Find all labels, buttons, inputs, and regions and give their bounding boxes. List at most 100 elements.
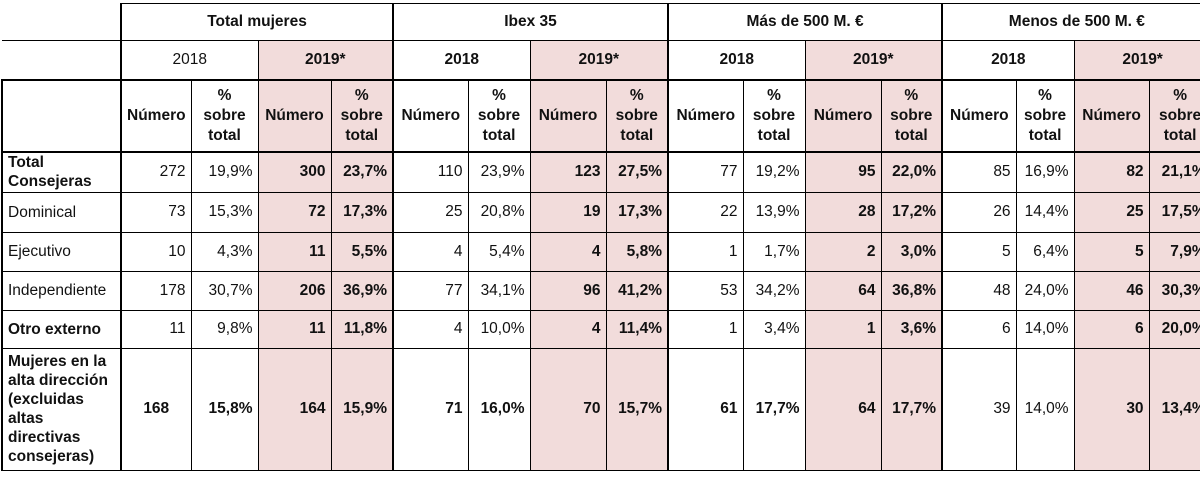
column-header-numero: Número: [120, 79, 192, 153]
cell-percent: 20,0%: [1148, 309, 1200, 349]
column-header-percent-line: sobre: [752, 107, 796, 124]
column-header-percent-line: total: [482, 127, 516, 144]
column-header-numero: Número: [392, 79, 469, 153]
cell-percent: 30,7%: [190, 270, 259, 311]
column-header-numero: Número: [1073, 79, 1150, 153]
column-header-percent: % sobre total: [1015, 79, 1075, 153]
cell-percent: 5,5%: [330, 231, 394, 272]
cell-percent: 14,0%: [1015, 309, 1075, 349]
row-label-line: Mujeres en la: [8, 353, 107, 370]
cell-percent: 36,8%: [880, 270, 943, 311]
table-row: Dominical 73 15,3% 72 17,3% 25 20,8% 19 17,3% 22 1…: [1, 191, 1200, 233]
cell-percent: 17,3%: [605, 191, 669, 233]
cell-number: 272: [120, 151, 192, 193]
cell-percent: 27,5%: [605, 151, 669, 193]
row-label: Otro externo: [1, 309, 122, 349]
table-row: Ejecutivo 10 4,3% 11 5,5% 4 5,4% 4 5,8% 1 1,7% 2 3,0…: [1, 231, 1200, 272]
row-label: Mujeres en la alta dirección (excluidas alt…: [1, 347, 122, 471]
cell-number: 46: [1073, 270, 1150, 311]
column-header-percent: % sobre total: [1148, 79, 1200, 153]
row-label: Independiente: [1, 270, 122, 311]
column-header-percent-line: %: [904, 87, 919, 104]
cell-percent: 23,9%: [467, 151, 531, 193]
column-header-percent-line: sobre: [203, 107, 246, 124]
table-row: Total Consejeras 272 19,9% 300 23,7% 110 23,9% 1…: [1, 151, 1200, 193]
column-header-percent: % sobre total: [605, 79, 669, 153]
cell-percent: 14,0%: [1015, 347, 1075, 471]
year-header: 2019*: [804, 40, 943, 81]
cell-percent: 36,9%: [330, 270, 394, 311]
cell-number: 11: [257, 309, 332, 349]
group-header: Ibex 35: [392, 3, 669, 41]
column-header-percent-line: total: [894, 127, 928, 144]
row-label-line: Total: [8, 154, 44, 172]
cell-number: 77: [667, 151, 744, 193]
cell-percent: 34,2%: [742, 270, 806, 311]
table-row: Mujeres en la alta dirección (excluidas alt…: [1, 347, 1200, 471]
cell-percent: 1,7%: [742, 231, 806, 272]
cell-number: 64: [804, 270, 882, 311]
row-label-line: Otro externo: [8, 320, 102, 338]
cell-number: 64: [804, 347, 882, 471]
cell-percent: 3,6%: [880, 309, 943, 349]
cell-percent: 15,8%: [190, 347, 259, 471]
row-label-line: altas: [8, 410, 44, 427]
column-header-numero: Número: [804, 79, 882, 153]
table-row: Independiente 178 30,7% 206 36,9% 77 34,1% 96 41…: [1, 270, 1200, 311]
cell-number: 123: [529, 151, 607, 193]
year-header: 2018: [667, 40, 806, 81]
column-header-numero: Número: [257, 79, 332, 153]
cell-percent: 9,8%: [190, 309, 259, 349]
row-label-line: directivas: [8, 429, 81, 446]
column-header-percent-line: %: [767, 87, 781, 104]
column-header-row: Número% sobre total Número% sobre total Número…: [1, 79, 1200, 153]
cell-number: 25: [1073, 191, 1150, 233]
cell-number: 19: [529, 191, 607, 233]
column-header-percent-line: %: [354, 87, 369, 104]
cell-number: 72: [257, 191, 332, 233]
cell-number: 11: [257, 231, 332, 272]
cell-number: 300: [257, 151, 332, 193]
corner-cell: [2, 40, 122, 81]
cell-number: 61: [667, 347, 744, 471]
column-header-percent-line: total: [345, 127, 379, 144]
column-header-percent-line: sobre: [890, 107, 933, 124]
group-header: Total mujeres: [119, 3, 394, 41]
cell-number: 4: [529, 231, 607, 272]
cell-percent: 17,7%: [880, 347, 943, 471]
cell-percent: 16,0%: [467, 347, 531, 471]
column-header-percent-line: sobre: [1158, 107, 1200, 124]
column-header-percent-line: %: [217, 87, 232, 104]
cell-number: 71: [392, 347, 469, 471]
column-header-percent-line: sobre: [477, 107, 521, 124]
cell-percent: 11,8%: [330, 309, 394, 349]
cell-number: 70: [529, 347, 607, 471]
cell-number: 10: [120, 231, 192, 272]
cell-number: 1: [667, 231, 744, 272]
cell-number: 178: [120, 270, 192, 311]
cell-percent: 7,9%: [1148, 231, 1200, 272]
cell-percent: 17,3%: [330, 191, 394, 233]
cell-number: 30: [1073, 347, 1150, 471]
cell-number: 85: [941, 151, 1017, 193]
cell-percent: 17,7%: [742, 347, 806, 471]
cell-percent: 19,9%: [190, 151, 259, 193]
cell-number: 26: [941, 191, 1017, 233]
cell-percent: 15,3%: [190, 191, 259, 233]
row-label-line: consejeras): [8, 448, 95, 465]
cell-percent: 21,1%: [1148, 151, 1200, 193]
cell-percent: 5,4%: [467, 231, 531, 272]
column-header-percent-line: %: [1173, 87, 1187, 104]
cell-number: 6: [1073, 309, 1150, 349]
table-row: Otro externo 11 9,8% 11 11,8% 4 10,0% 4 11,4% 1 3,…: [1, 309, 1200, 349]
cell-percent: 15,9%: [330, 347, 394, 471]
group-header-row: Total mujeres Ibex 35 Más de 500 M. € Me…: [2, 3, 1200, 41]
row-label: Dominical: [1, 191, 122, 233]
cell-number: 39: [941, 347, 1017, 471]
cell-percent: 16,9%: [1015, 151, 1075, 193]
cell-number: 11: [120, 309, 192, 349]
cell-percent: 5,8%: [605, 231, 669, 272]
women-board-table: Total mujeres Ibex 35 Más de 500 M. € Me…: [1, 3, 1200, 471]
cell-percent: 11,4%: [605, 309, 669, 349]
cell-percent: 24,0%: [1015, 270, 1075, 311]
